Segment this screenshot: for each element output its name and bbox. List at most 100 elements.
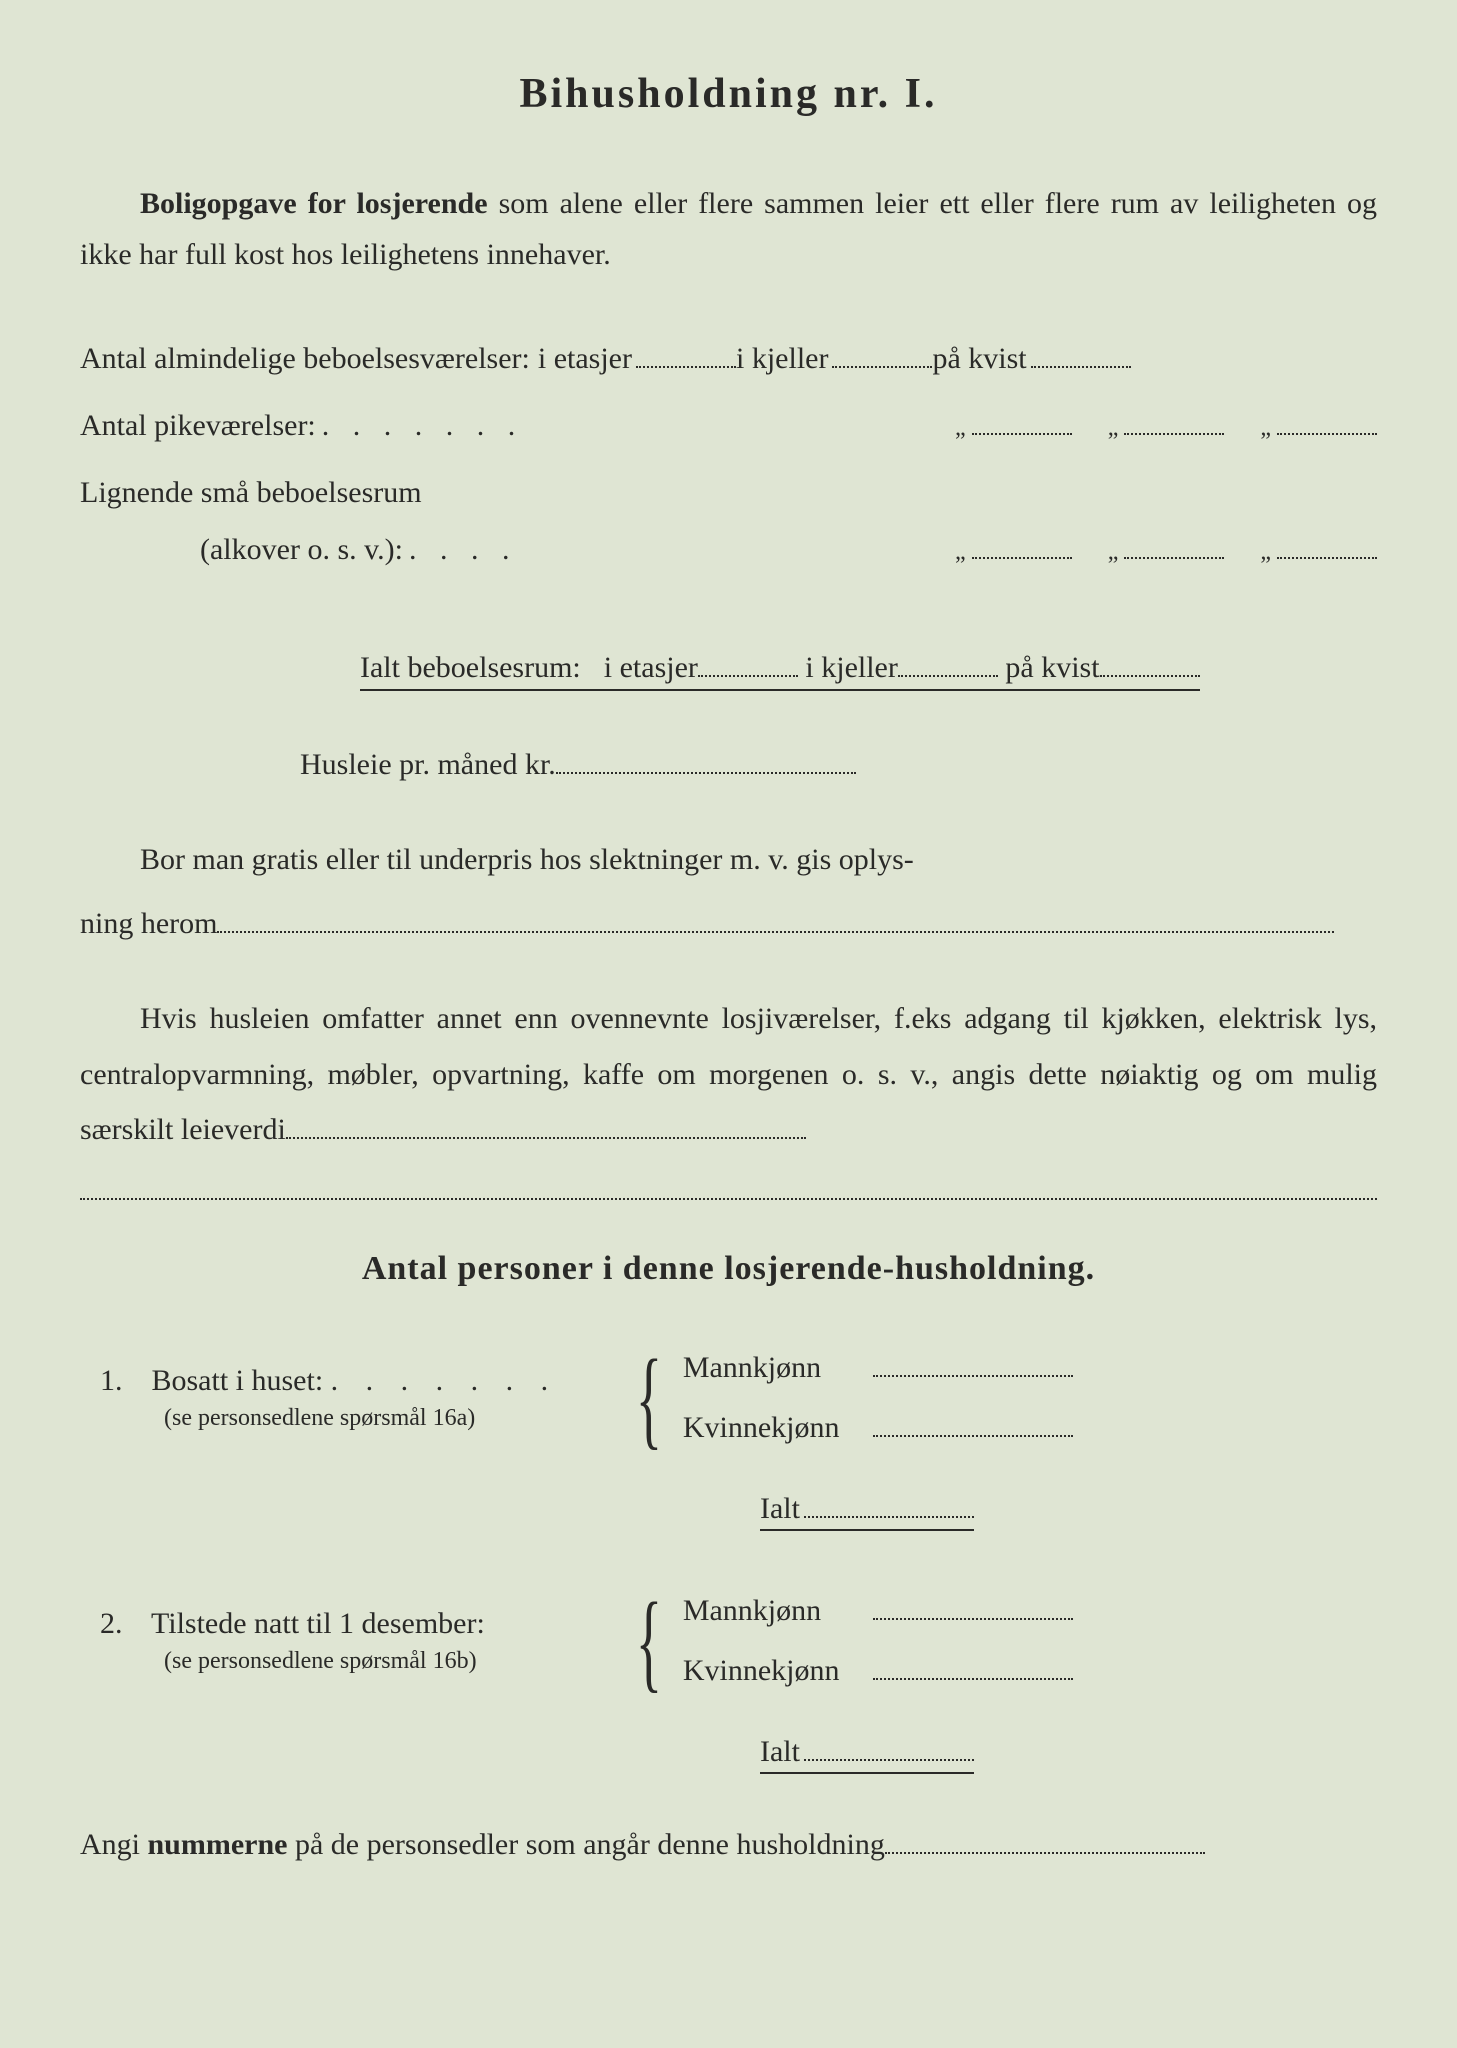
label-kvinne: Kvinnekjønn [683,1398,873,1458]
ialt-label-1: Ialt [760,1492,800,1525]
blank-kjeller-3[interactable] [1124,526,1224,559]
blank-kjeller-2[interactable] [1124,402,1224,435]
ialt-kvist-label: på kvist [1005,651,1099,684]
field-kvist-2: „ [1254,402,1377,452]
person-right-2: Mannkjønn Kvinnekjønn [683,1581,1073,1701]
ialt-beboelsesrum: Ialt beboelsesrum: i etasjer i kjeller p… [360,644,1200,691]
ditto-mark: „ [949,530,972,576]
row-mann-2: Mannkjønn [683,1581,1073,1641]
field-kjeller-3: „ [1102,526,1225,576]
blank-ialt-1[interactable] [804,1488,974,1518]
para1-line-b: ning herom [80,907,217,940]
rooms-line-1: Antal almindelige beboelsesværelser: i e… [80,330,1377,387]
blank-mann-1[interactable] [873,1347,1073,1377]
para-gratis-b: ning herom [80,896,1377,952]
ialt-kjeller-label: i kjeller [805,651,897,684]
ialt-1: Ialt [760,1488,1377,1531]
blank-kvist-1[interactable] [1031,335,1131,368]
document-page: Bihusholdning nr. I. Boligopgave for los… [80,70,1377,1862]
page-title: Bihusholdning nr. I. [80,70,1377,118]
blank-gratis[interactable] [217,900,1334,933]
ditto-mark: „ [1102,530,1125,576]
blank-kvinne-2[interactable] [873,1650,1073,1680]
ditto-mark: „ [949,406,972,452]
blank-etasjer-1[interactable] [636,335,736,368]
footer-a: Angi [80,1828,148,1861]
blank-kjeller-1[interactable] [832,335,932,368]
rooms-label-2: Antal pikeværelser: [80,397,316,454]
person-block-1: 1. Bosatt i huset: . . . . . . . (se per… [80,1338,1377,1458]
blank-mann-2[interactable] [873,1590,1073,1620]
field-kjeller: i kjeller [736,330,932,387]
para1-line-a: Bor man gratis eller til underpris hos s… [140,843,914,876]
field-etasjer-2: „ [949,402,1072,452]
row1-num: 1. [100,1360,144,1402]
ialt-label: Ialt beboelsesrum: [360,651,581,684]
blank-ialt-kvist[interactable] [1100,644,1200,677]
ialt-2: Ialt [760,1731,1377,1774]
row1-sub: (se personsedlene spørsmål 16a) [100,1402,620,1436]
blank-etasjer-2[interactable] [972,402,1072,435]
blank-ialt-kjeller[interactable] [898,644,998,677]
row-kvinne-1: Kvinnekjønn [683,1398,1073,1458]
rooms-line-3b: (alkover o. s. v.): . . . . „ „ „ [80,521,1377,578]
row-kvinne-2: Kvinnekjønn [683,1641,1073,1701]
intro-paragraph: Boligopgave for losjerende som alene ell… [80,178,1377,280]
label-i-etasjer: i etasjer [538,330,636,387]
rent-row: Husleie pr. måned kr. [300,741,1377,782]
blank-kvist-3[interactable] [1277,526,1377,559]
row1-label: Bosatt i huset: [152,1364,324,1397]
blank-rent[interactable] [556,741,856,774]
field-etasjer-3: „ [949,526,1072,576]
blank-ialt-2[interactable] [804,1731,974,1761]
row2-label: Tilstede natt til 1 desember: [151,1607,485,1640]
rent-label: Husleie pr. måned kr. [300,748,556,781]
persons-subtitle: Antal personer i denne losjerende-hushol… [80,1250,1377,1288]
brace-icon: { [636,1597,667,1685]
brace-icon: { [636,1354,667,1442]
ditto-mark: „ [1254,530,1277,576]
label-paa-kvist: på kvist [932,330,1030,387]
para-husleien: Hvis husleien omfatter annet enn ovennev… [80,991,1377,1158]
ditto-mark: „ [1102,406,1125,452]
row-mann-1: Mannkjønn [683,1338,1073,1398]
rooms-line-2: Antal pikeværelser: . . . . . . . „ „ „ [80,397,1377,454]
leader-dots: . . . . . . . [331,1364,559,1397]
intro-bold: Boligopgave for losjerende [140,187,488,220]
label-mann: Mannkjønn [683,1338,873,1398]
label-kvinne: Kvinnekjønn [683,1641,873,1701]
field-kjeller-2: „ [1102,402,1225,452]
blank-footer[interactable] [885,1824,1205,1854]
rooms-line-3a: Lignende små beboelsesrum [80,464,1377,521]
person-right-1: Mannkjønn Kvinnekjønn [683,1338,1073,1458]
ialt-etasjer-label: i etasjer [604,651,698,684]
blank-leieverdi[interactable] [286,1106,806,1139]
ialt-row-wrap: Ialt beboelsesrum: i etasjer i kjeller p… [80,614,1377,691]
ialt-label-2: Ialt [760,1735,800,1768]
person-left-1: 1. Bosatt i huset: . . . . . . . (se per… [80,1360,620,1436]
person-left-2: 2. Tilstede natt til 1 desember: (se per… [80,1603,620,1679]
label-mann: Mannkjønn [683,1581,873,1641]
blank-kvist-2[interactable] [1277,402,1377,435]
footer-c: på de personsedler som angår denne husho… [287,1828,884,1861]
rooms-label-1: Antal almindelige beboelsesværelser: [80,330,530,387]
separator-line [80,1198,1377,1200]
footer-b: nummerne [148,1828,288,1861]
field-etasjer: i etasjer [538,330,736,387]
field-kvist: på kvist [932,330,1130,387]
label-i-kjeller: i kjeller [736,330,832,387]
leader-dots: . . . . . . . [316,397,530,454]
rooms-label-3a: Lignende små beboelsesrum [80,464,422,521]
row2-sub: (se personsedlene spørsmål 16b) [100,1645,620,1679]
blank-kvinne-1[interactable] [873,1407,1073,1437]
row2-num: 2. [100,1603,144,1645]
ditto-mark: „ [1254,406,1277,452]
leader-dots: . . . . [403,521,524,578]
blank-ialt-etasjer[interactable] [698,644,798,677]
para-gratis: Bor man gratis eller til underpris hos s… [80,832,1377,888]
rooms-label-3b: (alkover o. s. v.): [80,521,403,578]
blank-etasjer-3[interactable] [972,526,1072,559]
person-block-2: 2. Tilstede natt til 1 desember: (se per… [80,1581,1377,1701]
field-kvist-3: „ [1254,526,1377,576]
footer-line: Angi nummerne på de personsedler som ang… [80,1824,1377,1862]
